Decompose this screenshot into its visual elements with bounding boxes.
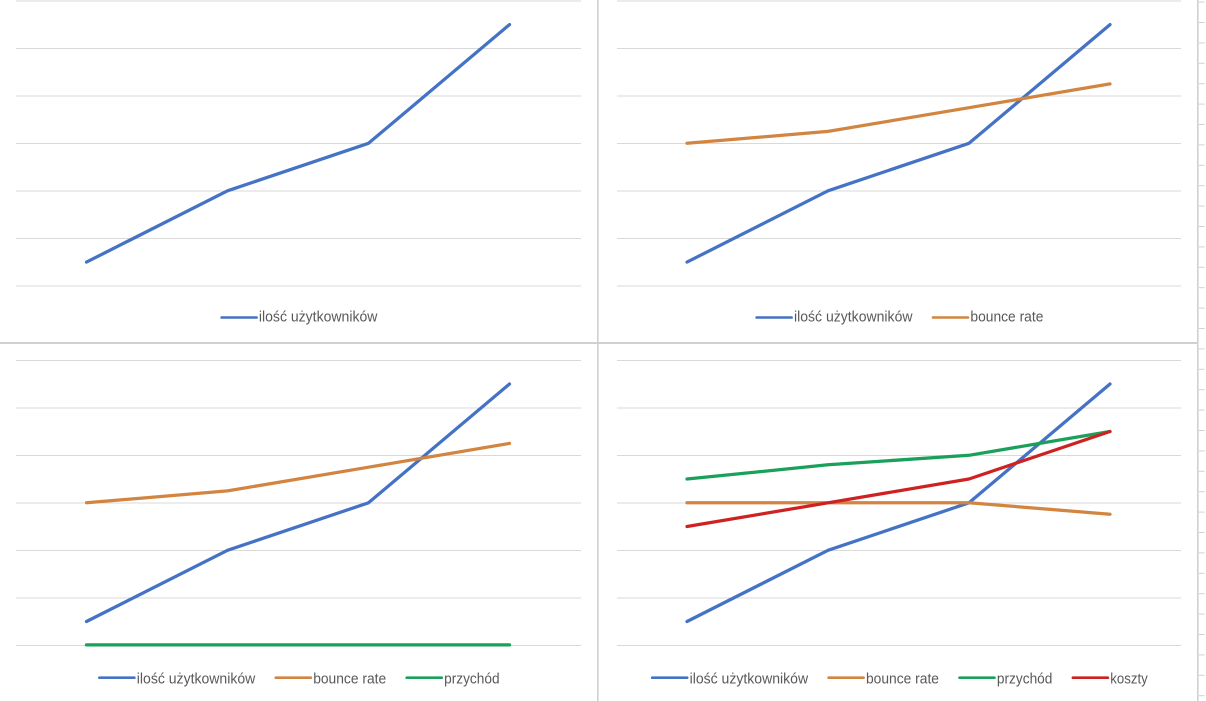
- svg-text:przychód: przychód: [444, 671, 500, 687]
- svg-text:bounce rate: bounce rate: [866, 671, 939, 687]
- svg-text:koszty: koszty: [1110, 671, 1148, 687]
- svg-text:ilość użytkowników: ilość użytkowników: [137, 671, 256, 687]
- svg-text:ilość użytkowników: ilość użytkowników: [259, 309, 378, 325]
- svg-text:przychód: przychód: [997, 671, 1053, 687]
- svg-text:ilość użytkowników: ilość użytkowników: [690, 671, 809, 687]
- svg-text:ilość użytkowników: ilość użytkowników: [794, 309, 913, 325]
- svg-text:bounce rate: bounce rate: [313, 671, 386, 687]
- svg-text:bounce rate: bounce rate: [970, 309, 1043, 325]
